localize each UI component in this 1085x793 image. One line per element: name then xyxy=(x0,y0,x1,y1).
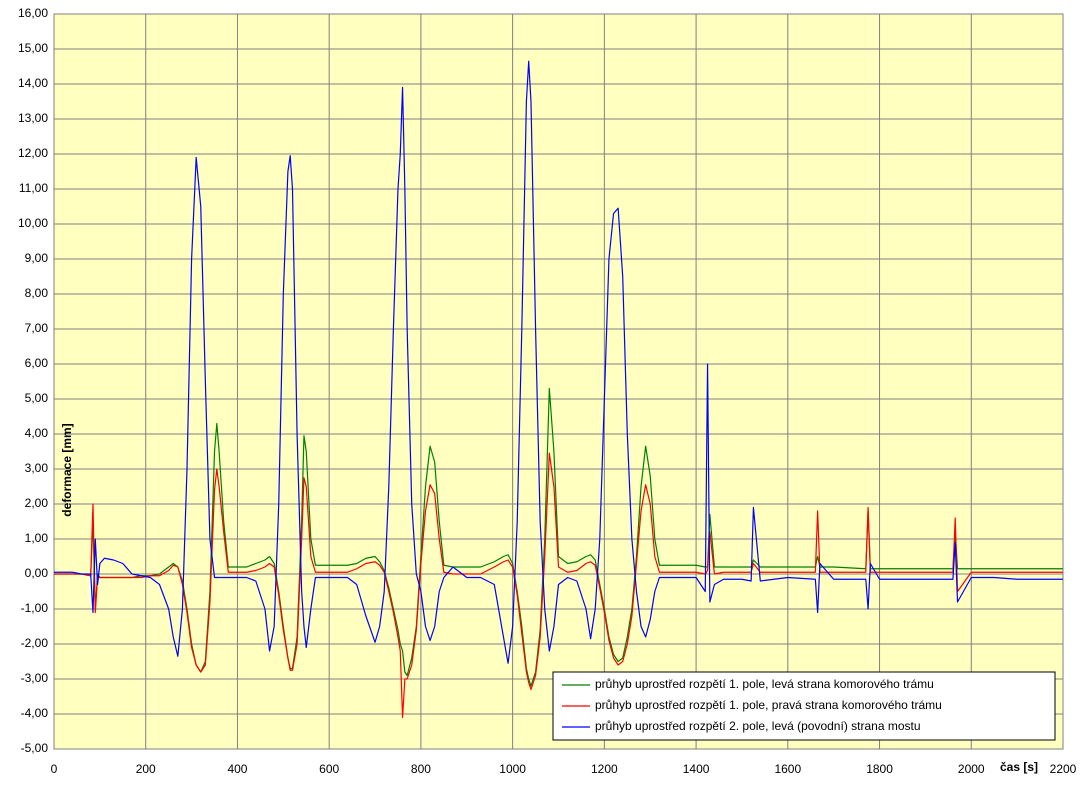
legend-box xyxy=(552,671,1056,741)
y-tick-label: 16,00 xyxy=(18,6,48,20)
series-line xyxy=(54,60,1063,664)
y-tick-label: -2,00 xyxy=(21,636,49,650)
y-tick-label: -1,00 xyxy=(21,601,49,615)
series-line xyxy=(54,452,1063,719)
y-tick-label: 7,00 xyxy=(25,321,49,335)
y-tick-label: 5,00 xyxy=(25,391,49,405)
plot-area xyxy=(53,13,1064,750)
y-axis-title: deformace [mm] xyxy=(60,423,74,516)
y-tick-label: 11,00 xyxy=(19,181,48,195)
x-axis-title: čas [s] xyxy=(1000,760,1038,774)
y-tick-label: 8,00 xyxy=(25,286,49,300)
x-tick-label: 1000 xyxy=(499,762,526,776)
y-tick-label: -5,00 xyxy=(21,741,49,755)
y-tick-label: -3,00 xyxy=(21,671,49,685)
x-tick-label: 1400 xyxy=(683,762,710,776)
y-tick-label: 12,00 xyxy=(18,146,48,160)
y-tick-label: 1,00 xyxy=(25,531,49,545)
y-tick-label: 4,00 xyxy=(25,426,49,440)
y-tick-label: -4,00 xyxy=(21,706,49,720)
y-tick-label: 0,00 xyxy=(25,566,49,580)
grid xyxy=(53,13,1064,750)
y-tick-label: 9,00 xyxy=(25,251,49,265)
y-tick-label: 14,00 xyxy=(18,76,48,90)
x-tick-label: 200 xyxy=(136,762,156,776)
x-tick-label: 2000 xyxy=(958,762,985,776)
legend: průhyb uprostřed rozpětí 1. pole, levá s… xyxy=(552,671,1056,741)
y-tick-label: 15,00 xyxy=(18,41,48,55)
x-tick-label: 1200 xyxy=(591,762,618,776)
y-tick-label: 3,00 xyxy=(25,461,49,475)
x-tick-label: 800 xyxy=(411,762,431,776)
x-tick-label: 2200 xyxy=(1050,762,1077,776)
x-tick-label: 0 xyxy=(51,762,58,776)
x-tick-label: 600 xyxy=(319,762,339,776)
y-tick-label: 2,00 xyxy=(25,496,49,510)
y-tick-label: 10,00 xyxy=(18,216,48,230)
x-tick-label: 1600 xyxy=(774,762,801,776)
legend-label: průhyb uprostřed rozpětí 1. pole, pravá … xyxy=(595,698,942,712)
lines xyxy=(54,60,1063,719)
legend-label: průhyb uprostřed rozpětí 2. pole, levá (… xyxy=(595,719,921,733)
legend-label: průhyb uprostřed rozpětí 1. pole, levá s… xyxy=(595,677,934,691)
y-tick-label: 6,00 xyxy=(25,356,49,370)
x-tick-label: 400 xyxy=(227,762,247,776)
x-tick-label: 1800 xyxy=(866,762,893,776)
y-tick-label: 13,00 xyxy=(18,111,48,125)
